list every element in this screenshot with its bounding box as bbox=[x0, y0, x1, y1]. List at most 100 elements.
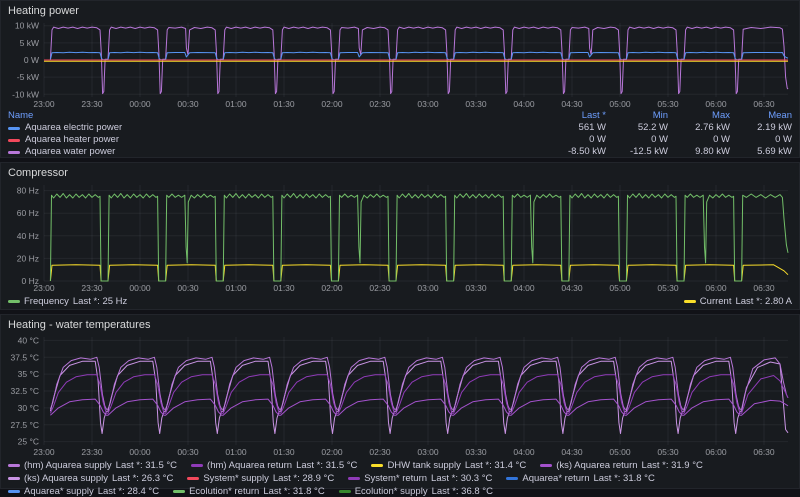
svg-text:40 °C: 40 °C bbox=[18, 335, 39, 345]
series-color-icon bbox=[506, 477, 519, 480]
svg-text:06:30: 06:30 bbox=[753, 99, 775, 109]
svg-text:04:00: 04:00 bbox=[513, 99, 535, 109]
svg-text:5 kW: 5 kW bbox=[20, 38, 39, 48]
legend-col[interactable]: Last * bbox=[581, 110, 606, 121]
svg-text:01:00: 01:00 bbox=[225, 283, 247, 293]
svg-text:03:30: 03:30 bbox=[465, 283, 487, 293]
svg-text:00:00: 00:00 bbox=[129, 283, 151, 293]
series-color-icon bbox=[371, 464, 384, 467]
svg-text:20 Hz: 20 Hz bbox=[17, 253, 39, 263]
panel-title-compressor[interactable]: Compressor bbox=[8, 167, 68, 179]
svg-text:05:30: 05:30 bbox=[657, 447, 679, 457]
legend-col[interactable]: Min bbox=[652, 110, 668, 121]
svg-text:02:00: 02:00 bbox=[321, 283, 343, 293]
series-color-icon bbox=[8, 477, 20, 480]
legend-row[interactable]: Aquarea water power -8.50 kW -12.5 kW 9.80 … bbox=[8, 146, 792, 158]
panel-water-temperatures: Heating - water temperatures 23:00 23:30 0… bbox=[0, 314, 800, 497]
svg-text:04:00: 04:00 bbox=[513, 447, 535, 457]
svg-text:00:30: 00:30 bbox=[177, 99, 199, 109]
svg-text:02:00: 02:00 bbox=[321, 99, 343, 109]
legend-col[interactable]: Max bbox=[712, 110, 730, 121]
svg-text:06:00: 06:00 bbox=[705, 447, 727, 457]
heating-power-chart[interactable]: 23:00 23:30 00:00 00:30 01:00 01:30 02:00 02:30… bbox=[8, 19, 792, 109]
legend-item[interactable]: Aquarea* return Last *: 31.8 °C bbox=[506, 473, 655, 484]
svg-text:04:00: 04:00 bbox=[513, 283, 535, 293]
svg-text:01:00: 01:00 bbox=[225, 99, 247, 109]
legend-header: Name Last * Min Max Mean bbox=[8, 110, 792, 122]
svg-text:27.5 °C: 27.5 °C bbox=[11, 420, 39, 430]
heating-power-legend: Name Last * Min Max Mean Aquarea electric pow… bbox=[8, 110, 792, 158]
legend-item[interactable]: Aquarea* supply Last *: 28.4 °C bbox=[8, 486, 159, 497]
svg-text:02:30: 02:30 bbox=[369, 283, 391, 293]
svg-text:05:00: 05:00 bbox=[609, 283, 631, 293]
svg-text:06:00: 06:00 bbox=[705, 283, 727, 293]
svg-text:-10 kW: -10 kW bbox=[12, 89, 39, 99]
legend-col[interactable]: Mean bbox=[768, 110, 792, 121]
water-temperatures-legend: (hm) Aquarea supply Last *: 31.5 °C (hm) A… bbox=[8, 460, 792, 497]
svg-text:03:30: 03:30 bbox=[465, 447, 487, 457]
svg-text:25 °C: 25 °C bbox=[18, 437, 39, 447]
svg-text:04:30: 04:30 bbox=[561, 283, 583, 293]
panel-title-heating-power[interactable]: Heating power bbox=[8, 5, 79, 17]
series-color-icon bbox=[8, 464, 20, 467]
svg-text:23:30: 23:30 bbox=[81, 447, 103, 457]
svg-text:06:30: 06:30 bbox=[753, 447, 775, 457]
svg-text:35 °C: 35 °C bbox=[18, 369, 39, 379]
series-color-icon bbox=[191, 464, 204, 467]
legend-item[interactable]: (ks) Aquarea return Last *: 31.9 °C bbox=[540, 460, 703, 471]
legend-col-name[interactable]: Name bbox=[8, 110, 34, 121]
series-color-icon bbox=[8, 490, 20, 493]
panel-compressor: Compressor 23:00 23:30 00:00 00:30 01:00 01:3… bbox=[0, 162, 800, 310]
svg-text:02:00: 02:00 bbox=[321, 447, 343, 457]
svg-text:00:30: 00:30 bbox=[177, 283, 199, 293]
svg-text:03:30: 03:30 bbox=[465, 99, 487, 109]
svg-text:00:30: 00:30 bbox=[177, 447, 199, 457]
svg-text:05:30: 05:30 bbox=[657, 99, 679, 109]
series-color-icon bbox=[683, 300, 696, 303]
legend-item[interactable]: Frequency Last *: 25 Hz bbox=[8, 296, 127, 307]
series-color-icon bbox=[8, 138, 20, 142]
legend-item[interactable]: (hm) Aquarea supply Last *: 31.5 °C bbox=[8, 460, 177, 471]
panel-heating-power: Heating power 23:00 23:30 00:00 00:30 01:00 0… bbox=[0, 0, 800, 158]
water-temperatures-chart[interactable]: 23:00 23:30 00:00 00:30 01:00 01:30 02:00 02:30… bbox=[8, 333, 792, 457]
panel-title-water-temperatures[interactable]: Heating - water temperatures bbox=[8, 319, 151, 331]
compressor-chart[interactable]: 23:00 23:30 00:00 00:30 01:00 01:30 02:00 02:30… bbox=[8, 181, 792, 293]
series-color-icon bbox=[8, 150, 20, 154]
svg-text:02:30: 02:30 bbox=[369, 447, 391, 457]
svg-text:30 °C: 30 °C bbox=[18, 403, 39, 413]
legend-item[interactable]: System* supply Last *: 28.9 °C bbox=[187, 473, 334, 484]
series-color-icon bbox=[338, 490, 351, 493]
series-color-icon bbox=[540, 464, 553, 467]
legend-item[interactable]: System* return Last *: 30.3 °C bbox=[348, 473, 492, 484]
svg-text:-5 kW: -5 kW bbox=[17, 72, 39, 82]
legend-item[interactable]: DHW tank supply Last *: 31.4 °C bbox=[371, 460, 526, 471]
legend-item[interactable]: (hm) Aquarea return Last *: 31.5 °C bbox=[191, 460, 357, 471]
svg-text:00:00: 00:00 bbox=[129, 447, 151, 457]
legend-item[interactable]: Ecolution* supply Last *: 36.8 °C bbox=[338, 486, 493, 497]
svg-text:05:00: 05:00 bbox=[609, 447, 631, 457]
svg-text:23:30: 23:30 bbox=[81, 99, 103, 109]
legend-row[interactable]: Aquarea electric power 561 W 52.2 W 2.76 kW… bbox=[8, 122, 792, 134]
svg-text:23:00: 23:00 bbox=[33, 447, 55, 457]
svg-text:01:00: 01:00 bbox=[225, 447, 247, 457]
svg-text:03:00: 03:00 bbox=[417, 447, 439, 457]
legend-item[interactable]: (ks) Aquarea supply Last *: 26.3 °C bbox=[8, 473, 173, 484]
legend-item[interactable]: Current Last *: 2.80 A bbox=[683, 296, 792, 307]
series-color-icon bbox=[348, 477, 361, 480]
svg-text:01:30: 01:30 bbox=[273, 283, 295, 293]
svg-text:01:30: 01:30 bbox=[273, 447, 295, 457]
svg-text:03:00: 03:00 bbox=[417, 99, 439, 109]
svg-text:32.5 °C: 32.5 °C bbox=[11, 386, 39, 396]
legend-item[interactable]: Ecolution* return Last *: 31.8 °C bbox=[173, 486, 325, 497]
svg-text:03:00: 03:00 bbox=[417, 283, 439, 293]
svg-text:0 W: 0 W bbox=[24, 55, 39, 65]
series-color-icon bbox=[187, 477, 200, 480]
svg-text:06:30: 06:30 bbox=[753, 283, 775, 293]
svg-text:60 Hz: 60 Hz bbox=[17, 208, 39, 218]
svg-text:23:30: 23:30 bbox=[81, 283, 103, 293]
svg-text:23:00: 23:00 bbox=[33, 283, 55, 293]
svg-text:06:00: 06:00 bbox=[705, 99, 727, 109]
svg-text:04:30: 04:30 bbox=[561, 99, 583, 109]
series-color-icon bbox=[8, 300, 20, 303]
